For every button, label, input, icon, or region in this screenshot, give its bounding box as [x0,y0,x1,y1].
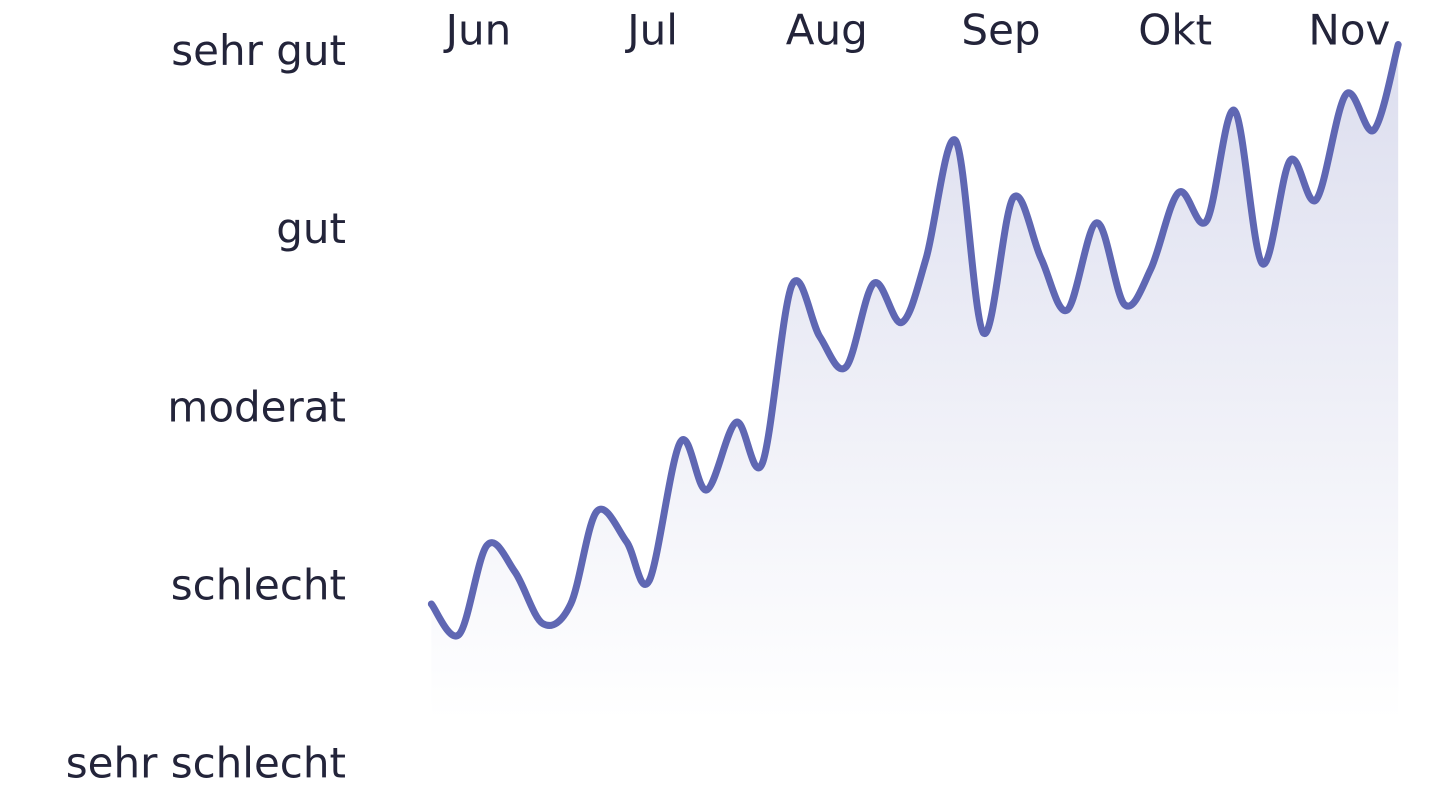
y-tick-label: sehr gut [171,26,346,75]
y-tick-label: gut [276,204,346,253]
x-tick-label: Aug [786,6,868,55]
y-tick-label: moderat [167,382,346,431]
x-tick-label: Nov [1308,6,1390,55]
x-tick-label: Jul [624,6,678,55]
x-tick-label: Okt [1138,6,1212,55]
x-tick-label: Jun [443,6,512,55]
x-tick-label: Sep [961,6,1040,55]
y-tick-label: schlecht [171,560,346,609]
area-fill [431,44,1399,730]
y-tick-label: sehr schlecht [66,739,346,788]
line [427,41,1402,640]
